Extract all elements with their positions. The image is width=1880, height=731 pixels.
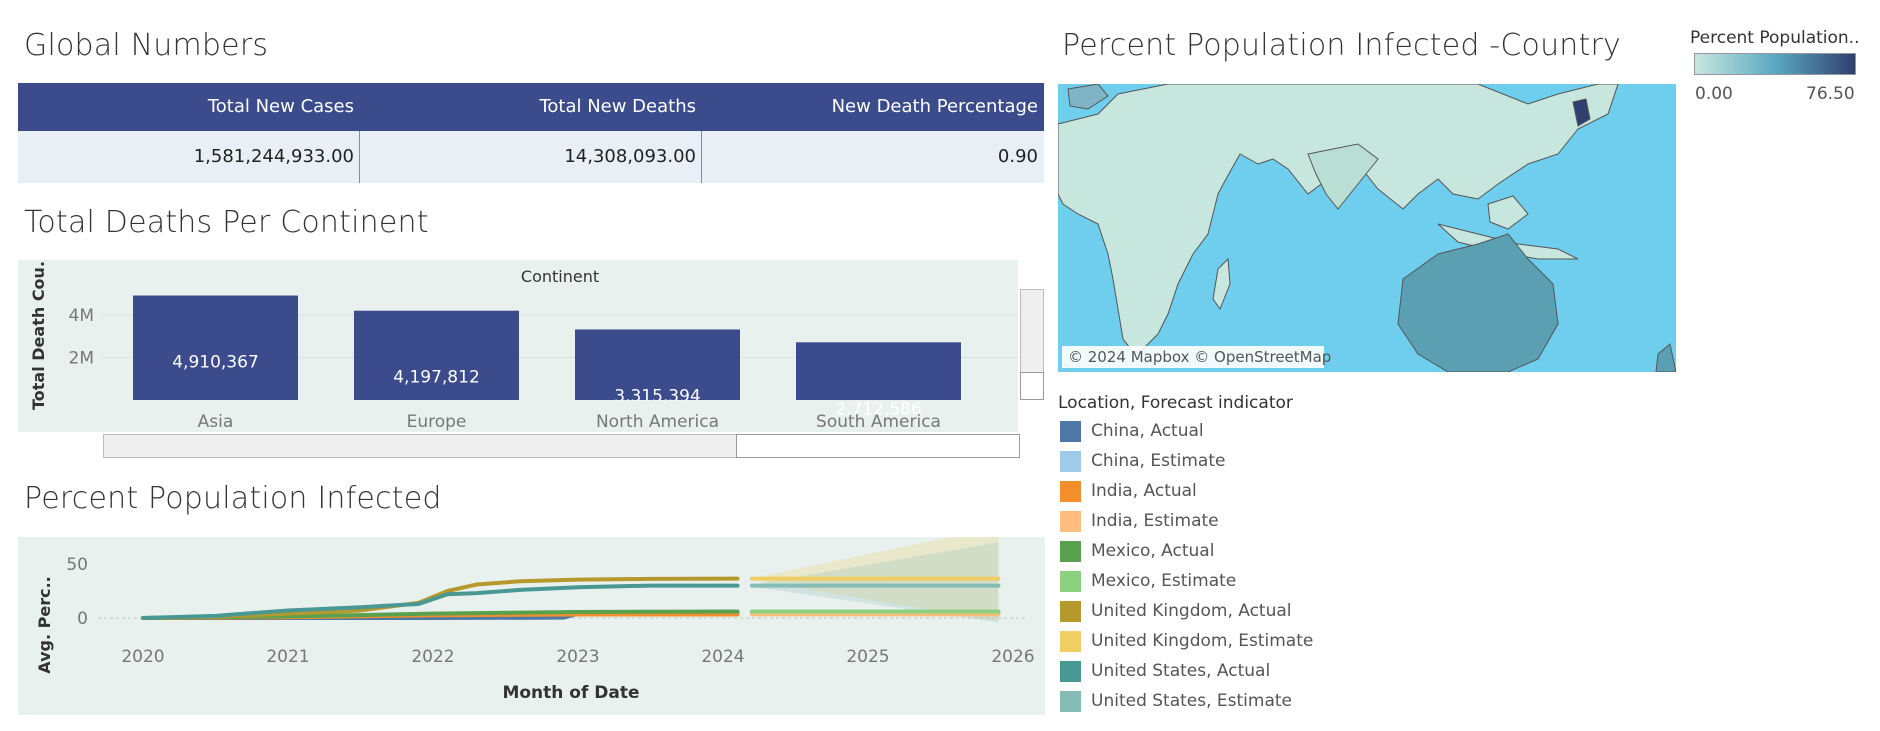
bar-category-label: North America [596,412,719,432]
forecast-legend-item[interactable]: India, Actual [1060,480,1197,502]
map-title: Percent Population Infected -Country [1062,28,1621,63]
global-numbers-title: Global Numbers [24,28,269,63]
line-xtick-label: 2023 [556,647,599,667]
map-legend-gradient[interactable] [1694,53,1856,75]
forecast-legend-item[interactable]: United States, Estimate [1060,690,1292,712]
legend-label: United States, Actual [1091,661,1271,681]
global-numbers-row[interactable]: 1,581,244,933.00 14,308,093.00 0.90 [18,131,1044,183]
map-land-nz [1655,343,1676,372]
forecast-legend-item[interactable]: Mexico, Estimate [1060,570,1236,592]
bar-ytick-label: 2M [69,348,94,368]
infected-chart-panel [18,537,1045,715]
map-legend-title: Percent Population.. [1690,28,1860,48]
map-legend-min: 0.00 [1695,84,1733,104]
map-attribution: © 2024 Mapbox © OpenStreetMap [1068,348,1331,366]
legend-label: United Kingdom, Actual [1091,601,1292,621]
percent-infected-line-chart: Avg. Perc.. Month of Date 50 0 2020 2021 202… [35,537,1035,703]
forecast-legend-item[interactable]: United Kingdom, Estimate [1060,630,1313,652]
forecast-legend-item[interactable]: China, Estimate [1060,450,1225,472]
forecast-legend-item[interactable]: Mexico, Actual [1060,540,1214,562]
bar-value-label: 4,910,367 [172,353,259,373]
legend-swatch [1060,420,1081,442]
legend-swatch [1060,600,1081,622]
map-land-africa-eurasia [1058,84,1619,353]
legend-swatch [1060,570,1081,592]
bar-value-label: 2,712,586 [835,399,922,419]
horizontal-scrollbar-thumb[interactable] [736,434,1020,458]
map-land-madagascar [1212,257,1231,311]
bar-chart-header-continent: Continent [521,267,599,286]
line-xtick-label: 2026 [991,647,1034,667]
legend-swatch [1060,690,1081,712]
forecast-legend-item[interactable]: United States, Actual [1060,660,1270,682]
bar-south-america[interactable] [796,342,961,400]
deaths-bar-chart: Continent Total Death Cou.. 4M 2M 4,910,36… [29,260,1018,432]
line-xtick-label: 2021 [266,647,309,667]
us-forecast-band [752,542,999,623]
bar-chart-vertical-scrollbar[interactable] [1020,289,1044,400]
bar-category-label: Asia [198,412,234,432]
series-united-states-actual[interactable] [141,583,740,620]
legend-swatch [1060,480,1081,502]
bar-axis-mask [103,400,1018,403]
series-united-kingdom-actual[interactable] [141,576,740,620]
vertical-scrollbar-thumb[interactable] [1020,372,1044,400]
map-land-india [1307,143,1379,210]
map-land-korea [1572,98,1591,127]
percent-infected-title: Percent Population Infected [24,481,442,516]
forecast-legend-item[interactable]: United Kingdom, Actual [1060,600,1292,622]
value-new-death-percentage: 0.90 [997,146,1038,167]
map-attribution-bg [1062,346,1324,368]
cell-divider [701,131,702,183]
line-xtick-label: 2024 [701,647,744,667]
map-land-europe-high [1067,84,1109,110]
legend-swatch [1060,450,1081,472]
bar-north-america[interactable] [575,329,740,400]
bar-value-label: 4,197,812 [393,368,480,388]
map-legend-max: 76.50 [1806,84,1855,104]
bar-category-label: South America [816,412,941,432]
header-total-new-cases: Total New Cases [207,96,354,117]
map-land-borneo [1487,195,1529,230]
legend-swatch [1060,510,1081,532]
line-xtick-label: 2022 [411,647,454,667]
bar-ytick-label: 4M [69,306,94,326]
legend-label: Mexico, Actual [1091,541,1215,561]
map-land-australia [1397,233,1559,372]
line-ytick-label: 0 [77,609,88,629]
header-total-new-deaths: Total New Deaths [539,96,696,117]
bar-europe[interactable] [354,310,519,400]
value-total-new-deaths: 14,308,093.00 [564,146,696,167]
value-total-new-cases: 1,581,244,933.00 [193,146,354,167]
legend-swatch [1060,540,1081,562]
forecast-legend-item[interactable]: India, Estimate [1060,510,1219,532]
legend-swatch [1060,660,1081,682]
header-new-death-percentage: New Death Percentage [831,96,1038,117]
forecast-legend-title: Location, Forecast indicator [1058,393,1293,413]
bar-asia[interactable] [133,295,298,400]
deaths-per-continent-title: Total Deaths Per Continent [24,205,429,240]
legend-label: United States, Estimate [1091,691,1293,711]
bar-chart-horizontal-scrollbar[interactable] [103,434,1020,458]
line-chart-xlabel: Month of Date [502,683,639,703]
world-map[interactable]: © 2024 Mapbox © OpenStreetMap [1058,84,1676,372]
bar-category-label: Europe [407,412,467,432]
line-xtick-label: 2025 [846,647,889,667]
legend-label: China, Estimate [1091,451,1226,471]
legend-label: United Kingdom, Estimate [1091,631,1314,651]
bar-chart-ylabel: Total Death Cou.. [29,260,48,410]
line-xtick-label: 2020 [121,647,164,667]
legend-label: China, Actual [1091,421,1204,441]
cell-divider [359,131,360,183]
bar-value-label: 3,315,394 [614,386,701,406]
legend-label: Mexico, Estimate [1091,571,1237,591]
legend-label: India, Actual [1091,481,1197,501]
legend-label: India, Estimate [1091,511,1219,531]
forecast-legend-item[interactable]: China, Actual [1060,420,1204,442]
global-numbers-header: Total New Cases Total New Deaths New Dea… [18,83,1044,131]
legend-swatch [1060,630,1081,652]
line-ytick-label: 50 [66,555,88,575]
line-chart-ylabel: Avg. Perc.. [35,576,54,673]
